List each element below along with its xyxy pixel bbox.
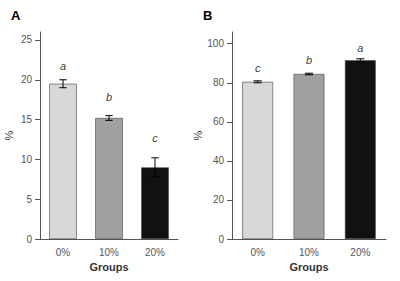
svg-text:80: 80: [213, 77, 225, 88]
svg-text:%: %: [192, 130, 204, 140]
svg-text:Groups: Groups: [289, 261, 328, 273]
svg-text:%: %: [3, 130, 15, 140]
svg-text:0%: 0%: [250, 247, 265, 258]
svg-text:c: c: [255, 62, 261, 74]
svg-text:60: 60: [213, 116, 225, 127]
svg-text:A: A: [11, 8, 21, 23]
svg-text:c: c: [152, 132, 158, 144]
svg-text:10%: 10%: [99, 247, 119, 258]
svg-text:a: a: [60, 60, 66, 72]
svg-text:25: 25: [21, 34, 33, 45]
svg-text:10: 10: [21, 154, 33, 165]
svg-text:5: 5: [26, 194, 32, 205]
svg-text:10%: 10%: [299, 247, 319, 258]
svg-text:20: 20: [213, 194, 225, 205]
svg-text:a: a: [357, 42, 363, 54]
svg-text:15: 15: [21, 114, 33, 125]
svg-text:b: b: [306, 54, 312, 66]
svg-text:B: B: [203, 8, 212, 23]
svg-text:0: 0: [218, 234, 224, 245]
svg-text:0%: 0%: [56, 247, 71, 258]
svg-text:Groups: Groups: [89, 261, 128, 273]
svg-text:b: b: [106, 91, 112, 103]
svg-text:20%: 20%: [350, 247, 370, 258]
svg-text:20%: 20%: [145, 247, 165, 258]
svg-text:20: 20: [21, 74, 33, 85]
svg-text:100: 100: [207, 38, 224, 49]
svg-text:40: 40: [213, 155, 225, 166]
svg-text:0: 0: [26, 234, 32, 245]
